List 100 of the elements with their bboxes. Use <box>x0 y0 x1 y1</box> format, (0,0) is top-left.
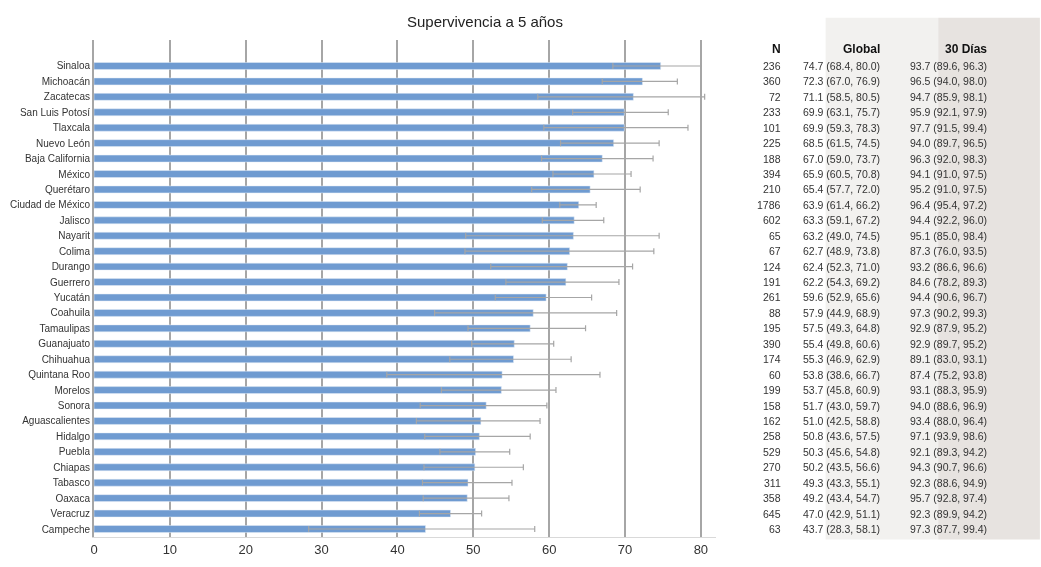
text: 57.9 (44.9, 68.9) <box>803 307 881 319</box>
text: 236 <box>763 60 781 72</box>
text: 94.0 (88.6, 96.9) <box>910 400 988 412</box>
x-tick-label: 10 <box>162 541 178 557</box>
text: 72 <box>769 91 781 103</box>
category-label: N <box>772 42 781 56</box>
x-tick-label: 80 <box>693 541 709 557</box>
text: 53.8 (38.6, 66.7) <box>803 369 881 381</box>
y-tick-label: Tabasco <box>52 477 91 489</box>
text: 94.1 (91.0, 97.5) <box>910 168 988 180</box>
text: 49.2 (43.4, 54.7) <box>803 492 881 504</box>
text: 95.2 (91.0, 97.5) <box>910 183 988 195</box>
text: 50.2 (43.5, 56.6) <box>803 461 881 473</box>
y-tick-label: Yucatán <box>53 291 90 303</box>
text: 50.8 (43.6, 57.5) <box>803 430 881 442</box>
y-tick-label: Coahuila <box>50 307 91 319</box>
text: 55.4 (49.8, 60.6) <box>803 338 881 350</box>
text: 87.3 (76.0, 93.5) <box>910 245 988 257</box>
text: 88 <box>769 307 781 319</box>
text: 94.7 (85.9, 98.1) <box>910 91 988 103</box>
text: 394 <box>763 168 781 180</box>
text: 158 <box>763 400 781 412</box>
text: 67.0 (59.0, 73.7) <box>803 153 881 165</box>
y-tick-label: Guanajuato <box>38 338 91 350</box>
text: 67 <box>769 245 781 257</box>
text: 124 <box>763 261 781 273</box>
text: 94.4 (92.2, 96.0) <box>910 214 988 226</box>
y-tick-label: Aguascalientes <box>22 415 90 427</box>
text: 68.5 (61.5, 74.5) <box>803 137 881 149</box>
text: 94.0 (89.7, 96.5) <box>910 137 988 149</box>
text: 47.0 (42.9, 51.1) <box>803 508 881 520</box>
text: 225 <box>763 137 781 149</box>
text: 89.1 (83.0, 93.1) <box>910 353 988 365</box>
text: 93.1 (88.3, 95.9) <box>910 384 988 396</box>
y-tick-label: Colima <box>58 245 91 257</box>
text: 97.1 (93.9, 98.6) <box>910 430 988 442</box>
y-tick-label: Baja California <box>24 153 91 165</box>
text: 311 <box>764 477 781 489</box>
text: 1786 <box>757 199 781 211</box>
text: 529 <box>763 446 781 458</box>
y-tick-label: Jalisco <box>59 214 91 226</box>
text: 233 <box>763 106 781 118</box>
y-tick-label: Guerrero <box>49 276 91 288</box>
text: 602 <box>763 214 781 226</box>
y-tick-label: Chiapas <box>53 461 90 473</box>
text: 261 <box>763 291 781 303</box>
y-tick-label: Hidalgo <box>56 430 91 442</box>
text: 174 <box>763 353 781 365</box>
y-tick-label: Veracruz <box>50 508 90 520</box>
y-tick-label: Durango <box>51 261 91 273</box>
y-tick-label: Tamaulipas <box>39 322 90 334</box>
x-tick-label: 60 <box>541 541 557 557</box>
text: 60 <box>769 369 781 381</box>
text: 57.5 (49.3, 64.8) <box>803 322 881 334</box>
text: 390 <box>763 338 781 350</box>
text: 258 <box>763 430 781 442</box>
y-tick-label: Nuevo León <box>36 137 90 149</box>
text: 63.9 (61.4, 66.2) <box>803 199 881 211</box>
text: 69.9 (63.1, 75.7) <box>803 106 881 118</box>
y-tick-label: Sonora <box>57 400 91 412</box>
y-tick-label: Sinaloa <box>56 60 91 72</box>
text: 270 <box>763 461 781 473</box>
text: 96.4 (95.4, 97.2) <box>910 199 988 211</box>
y-tick-label: San Luis Potosí <box>19 106 91 118</box>
text: 96.5 (94.0, 98.0) <box>910 75 988 87</box>
x-tick-label: 20 <box>238 541 253 557</box>
y-tick-label: Chihuahua <box>41 353 91 365</box>
y-tick-label: Michoacán <box>41 75 90 87</box>
y-tick-label: Campeche <box>41 523 91 535</box>
text: 195 <box>763 322 781 334</box>
text: 51.0 (42.5, 58.8) <box>803 415 881 427</box>
x-tick-label: 50 <box>466 541 481 557</box>
x-tick-label: 0 <box>90 541 98 557</box>
y-tick-label: Tlaxcala <box>52 122 91 134</box>
text: 92.9 (89.7, 95.2) <box>910 338 988 350</box>
x-tick-label: 40 <box>390 541 405 557</box>
y-tick-label: Ciudad de México <box>9 199 91 211</box>
text: 92.3 (89.9, 94.2) <box>910 508 988 520</box>
text: 63 <box>769 523 781 535</box>
x-tick-label: 70 <box>617 541 633 557</box>
text: 95.1 (85.0, 98.4) <box>910 230 988 242</box>
text: 94.3 (90.7, 96.6) <box>910 461 988 473</box>
text: 95.9 (92.1, 97.9) <box>910 106 988 118</box>
text: 645 <box>763 508 781 520</box>
text: 97.7 (91.5, 99.4) <box>910 122 988 134</box>
text: 95.7 (92.8, 97.4) <box>910 492 988 504</box>
text: 71.1 (58.5, 80.5) <box>803 91 881 103</box>
text: 72.3 (67.0, 76.9) <box>803 75 881 87</box>
text: 69.9 (59.3, 78.3) <box>803 122 881 134</box>
text: 49.3 (43.3, 55.1) <box>803 477 881 489</box>
text: 65.9 (60.5, 70.8) <box>803 168 881 180</box>
text: 199 <box>763 384 781 396</box>
text: 55.3 (46.9, 62.9) <box>803 353 881 365</box>
text: 74.7 (68.4, 80.0) <box>803 60 881 72</box>
text: 358 <box>763 492 781 504</box>
text: 92.1 (89.3, 94.2) <box>910 446 988 458</box>
category-label: 30 Días <box>945 42 988 56</box>
text: 93.2 (86.6, 96.6) <box>910 261 988 273</box>
y-tick-label: Puebla <box>58 446 91 458</box>
text: 43.7 (28.3, 58.1) <box>803 523 881 535</box>
